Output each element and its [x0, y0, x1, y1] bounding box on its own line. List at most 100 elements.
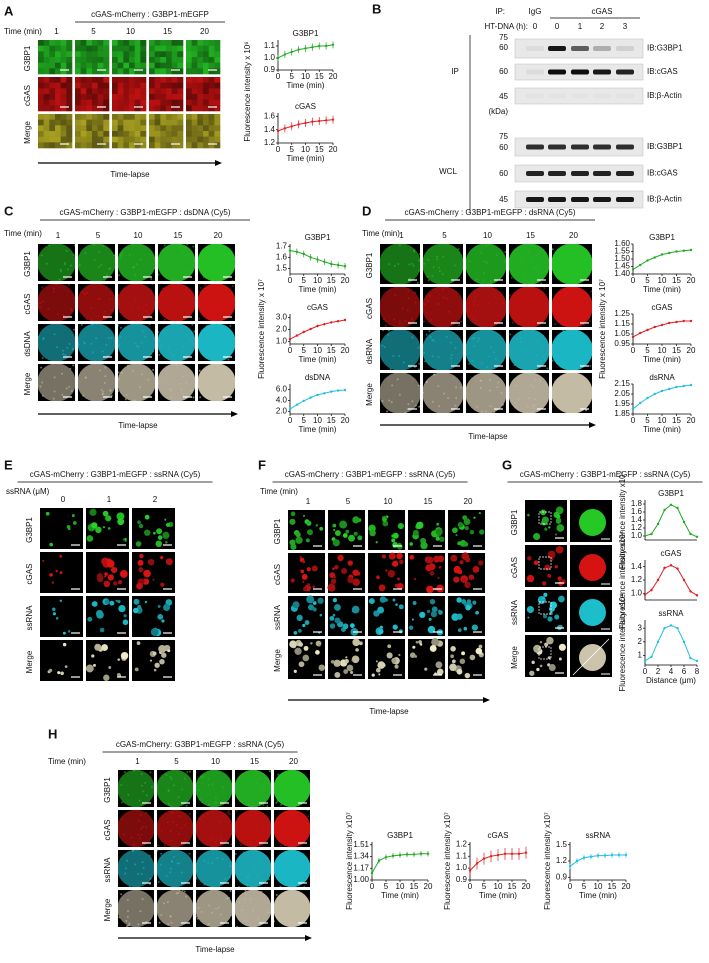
image-pixel	[203, 68, 209, 75]
image-speck	[480, 379, 483, 382]
image-pixel	[191, 125, 198, 132]
image-droplet	[117, 579, 123, 585]
image-pixel	[134, 125, 141, 132]
image-pixel	[186, 125, 192, 132]
image-speck	[574, 407, 577, 410]
image-speck	[175, 363, 178, 366]
lane-label: 3	[623, 22, 628, 31]
image-pixel	[191, 82, 198, 89]
image-droplet	[449, 663, 457, 672]
data-point	[689, 532, 692, 536]
data-point	[276, 129, 280, 133]
image-droplet	[533, 644, 542, 653]
image-speck	[68, 342, 71, 345]
image-speck	[585, 264, 588, 267]
image-speck	[386, 410, 389, 413]
image-speck	[149, 353, 152, 356]
image-speck	[140, 341, 143, 344]
data-point	[660, 323, 664, 327]
image-speck	[145, 811, 148, 814]
x-tick-label: 0	[288, 276, 293, 285]
image-pixel	[140, 105, 147, 112]
image-speck	[69, 264, 72, 267]
image-speck	[515, 384, 518, 387]
image-speck	[568, 384, 571, 387]
image-speck	[184, 777, 187, 780]
image-speck	[145, 310, 148, 313]
image-speck	[583, 302, 586, 305]
image-droplet	[107, 527, 111, 530]
image-speck	[134, 863, 137, 866]
data-point	[653, 256, 656, 259]
image-droplet	[342, 623, 349, 630]
image-pixel	[123, 88, 130, 95]
image-pixel	[177, 99, 184, 106]
image-pixel	[86, 51, 93, 58]
data-point	[669, 624, 673, 627]
image-pixel	[186, 99, 192, 106]
chart-title: cGAS	[488, 831, 509, 840]
chart-title: dsDNA	[305, 373, 331, 382]
data-point	[695, 659, 699, 663]
image-pixel	[112, 45, 118, 52]
image-pixel	[112, 131, 118, 137]
image-disc	[422, 286, 464, 328]
image-speck	[249, 841, 252, 844]
image-speck	[249, 898, 252, 901]
image-droplet	[457, 541, 462, 546]
image-droplet	[289, 640, 297, 648]
timelapse-label: Time-lapse	[195, 945, 235, 954]
chart-title: G3BP1	[658, 489, 684, 498]
image-pixel	[154, 82, 161, 89]
y-tick-label: 1.00	[353, 875, 369, 884]
image-speck	[47, 308, 50, 311]
image-speck	[302, 853, 305, 856]
image-speck	[544, 270, 547, 273]
data-point	[643, 659, 647, 663]
image-droplet	[424, 667, 428, 671]
image-droplet	[428, 563, 436, 571]
image-pixel	[191, 88, 198, 95]
image-droplet	[555, 545, 564, 554]
image-speck	[222, 304, 225, 307]
image-pixel	[38, 45, 44, 52]
image-pixel	[55, 114, 61, 120]
blot-band	[548, 171, 566, 176]
image-pixel	[186, 68, 192, 75]
image-pixel	[197, 68, 204, 75]
blot-band	[616, 69, 634, 75]
image-droplet	[147, 558, 155, 566]
image-droplet	[307, 583, 311, 587]
image-pixel	[154, 51, 161, 58]
image-speck	[160, 298, 163, 301]
image-speck	[429, 336, 432, 339]
image-speck	[473, 345, 476, 348]
image-pixel	[197, 88, 204, 95]
image-pixel	[171, 125, 178, 132]
image-droplet	[319, 613, 323, 617]
image-speck	[242, 831, 245, 834]
image-pixel	[66, 45, 73, 52]
image-speck	[222, 293, 225, 296]
image-speck	[472, 300, 475, 303]
image-speck	[185, 895, 188, 898]
image-pixel	[55, 119, 61, 126]
image-pixel	[75, 68, 81, 75]
image-droplet	[89, 508, 97, 516]
image-speck	[130, 308, 133, 311]
image-speck	[207, 923, 210, 926]
image-pixel	[214, 68, 221, 75]
image-speck	[457, 248, 460, 251]
image-speck	[225, 268, 228, 271]
x-tick-label: 15	[672, 346, 681, 355]
image-droplet	[526, 574, 535, 583]
image-pixel	[166, 131, 172, 137]
y-tick-label: 2.0	[276, 325, 288, 334]
x-tick-label: 10	[658, 346, 667, 355]
image-speck	[126, 925, 129, 928]
image-droplet	[290, 511, 296, 517]
data-point	[689, 383, 693, 387]
image-speck	[176, 862, 179, 865]
image-droplet	[526, 605, 535, 614]
blot-band	[571, 69, 589, 75]
